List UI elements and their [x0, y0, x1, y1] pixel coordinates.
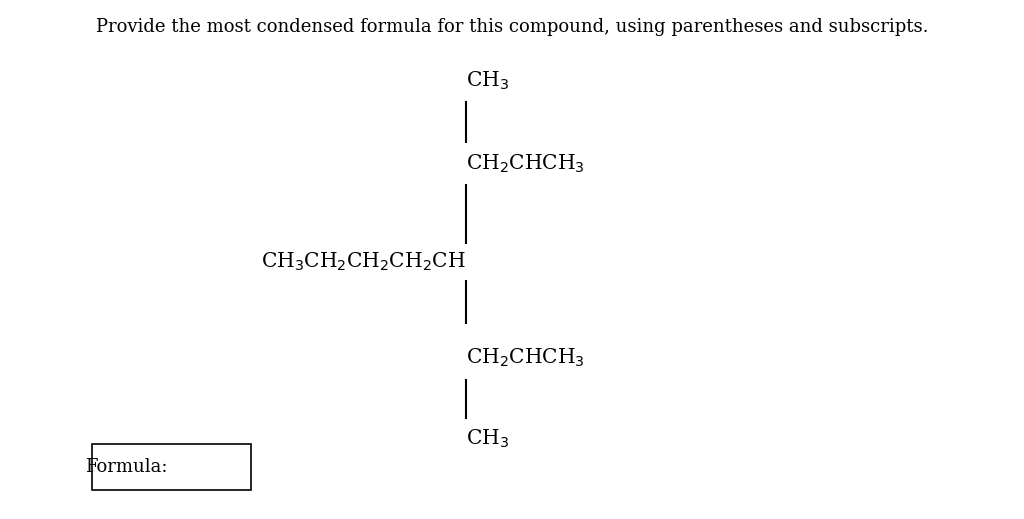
Text: CH$_2$CHCH$_3$: CH$_2$CHCH$_3$ [466, 153, 585, 174]
Text: Provide the most condensed formula for this compound, using parentheses and subs: Provide the most condensed formula for t… [96, 18, 928, 36]
Text: CH$_3$CH$_2$CH$_2$CH$_2$CH: CH$_3$CH$_2$CH$_2$CH$_2$CH [261, 251, 466, 273]
Text: CH$_3$: CH$_3$ [466, 428, 509, 449]
Text: CH$_2$CHCH$_3$: CH$_2$CHCH$_3$ [466, 347, 585, 369]
Bar [92, 444, 251, 490]
Text: CH$_3$: CH$_3$ [466, 70, 509, 91]
Text: Formula:: Formula: [85, 458, 168, 476]
